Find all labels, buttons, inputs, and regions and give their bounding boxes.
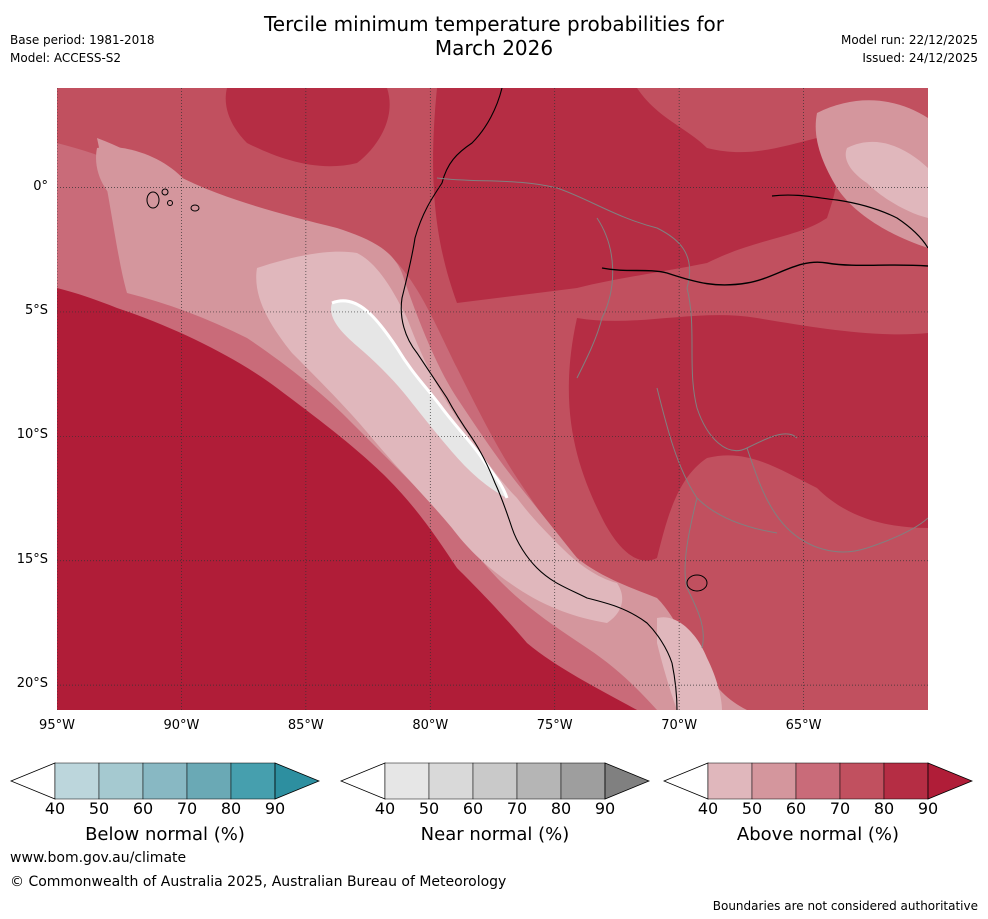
- colorbar-title: Above normal (%): [736, 824, 900, 845]
- colorbar-segment: [230, 762, 276, 800]
- colorbar-segment: [751, 762, 797, 800]
- longitude-label: 80°W: [412, 718, 449, 733]
- amazon-river: [601, 261, 928, 286]
- northeast-lightest-patch: [845, 141, 928, 218]
- colorbar-segment: [54, 762, 100, 800]
- latitude-label: 20°S: [16, 676, 48, 692]
- colorbar-segment: [142, 762, 188, 800]
- base-period: Base period: 1981-2018: [10, 33, 155, 47]
- pacific-high-probability-area: [57, 283, 677, 710]
- colorbar-segment: [883, 762, 929, 800]
- longitude-label: 75°W: [536, 718, 573, 733]
- gridlines: [57, 88, 928, 710]
- probability-map: [57, 88, 928, 710]
- colorbar-segment: [516, 762, 562, 800]
- colorbar-tick-label: 70: [176, 799, 198, 818]
- website-url[interactable]: www.bom.gov.au/climate: [10, 850, 187, 866]
- lake-titicaca: [686, 574, 708, 592]
- colorbar-low-triangle: [340, 762, 386, 800]
- colorbar-high-triangle: [274, 762, 320, 800]
- coastline: [400, 88, 678, 710]
- longitude-label: 85°W: [287, 718, 324, 733]
- latitude-label: 10°S: [16, 427, 48, 443]
- colorbar-segment: [428, 762, 474, 800]
- issued-date: Issued: 24/12/2025: [862, 51, 978, 65]
- longitude-label: 65°W: [785, 718, 822, 733]
- colorbar-segment: [839, 762, 885, 800]
- boundary-disclaimer: Boundaries are not considered authoritat…: [712, 899, 978, 913]
- meta-right: Model run: 22/12/2025 Issued: 24/12/2025: [841, 31, 978, 67]
- colorbar-tick-label: 60: [462, 799, 484, 818]
- chart-title: Tercile minimum temperature probabilitie…: [0, 12, 988, 60]
- colorbar-tick-label: 90: [264, 799, 286, 818]
- north-high-probability-area: [225, 88, 390, 167]
- colorbar-segment: [472, 762, 518, 800]
- colorbar-low-triangle: [663, 762, 709, 800]
- title-line-1: Tercile minimum temperature probabilitie…: [263, 12, 725, 36]
- colorbar-segment: [384, 762, 430, 800]
- colorbar-tick-label: 60: [785, 799, 807, 818]
- colorbar-tick-label: 50: [741, 799, 763, 818]
- title-line-2: March 2026: [434, 36, 554, 60]
- longitude-label: 90°W: [163, 718, 200, 733]
- galapagos-patch: [96, 147, 187, 210]
- inland-high-probability-area: [568, 315, 928, 561]
- colorbar-tick-label: 80: [220, 799, 242, 818]
- colorbar-2: [340, 762, 650, 800]
- colorbar-tick-label: 80: [873, 799, 895, 818]
- altiplano-patch: [657, 617, 722, 710]
- colorbar-low-triangle: [10, 762, 56, 800]
- colorbar-tick-label: 40: [697, 799, 719, 818]
- colorbar-high-triangle: [927, 762, 973, 800]
- colorbar-segment: [98, 762, 144, 800]
- colorbar-segment: [560, 762, 606, 800]
- rio-negro: [771, 194, 928, 249]
- colorbar-tick-label: 90: [917, 799, 939, 818]
- colorbar-segment: [707, 762, 753, 800]
- longitude-label: 70°W: [661, 718, 698, 733]
- colorbar-1: [10, 762, 320, 800]
- colorbar-tick-label: 50: [88, 799, 110, 818]
- model-name: Model: ACCESS-S2: [10, 51, 122, 65]
- country-borders: [436, 177, 928, 649]
- colorbar-tick-label: 40: [374, 799, 396, 818]
- model-run: Model run: 22/12/2025: [840, 33, 978, 47]
- colorbar-title: Below normal (%): [85, 824, 245, 845]
- colorbar-3: [663, 762, 973, 800]
- colorbar-tick-label: 80: [550, 799, 572, 818]
- colorbar-high-triangle: [604, 762, 650, 800]
- copyright-text: © Commonwealth of Australia 2025, Austra…: [10, 874, 507, 890]
- galapagos-islands: [146, 188, 200, 212]
- colorbar-tick-label: 70: [829, 799, 851, 818]
- latitude-label: 15°S: [16, 551, 48, 567]
- colorbar-tick-label: 40: [44, 799, 66, 818]
- coastal-band-40: [256, 251, 623, 623]
- latitude-label: 0°: [33, 178, 48, 194]
- meta-left: Base period: 1981-2018 Model: ACCESS-S2: [10, 31, 155, 67]
- colorbar-segment: [795, 762, 841, 800]
- colorbar-segment: [186, 762, 232, 800]
- colorbar-tick-label: 70: [506, 799, 528, 818]
- colorbar-tick-label: 50: [418, 799, 440, 818]
- longitude-label: 95°W: [39, 718, 75, 733]
- latitude-label: 5°S: [24, 302, 48, 318]
- colorbar-tick-label: 90: [594, 799, 616, 818]
- colorbar-tick-label: 60: [132, 799, 154, 818]
- near-normal-core: [331, 300, 507, 498]
- amazon-high-probability-area: [433, 88, 837, 303]
- colorbar-title: Near normal (%): [420, 824, 570, 845]
